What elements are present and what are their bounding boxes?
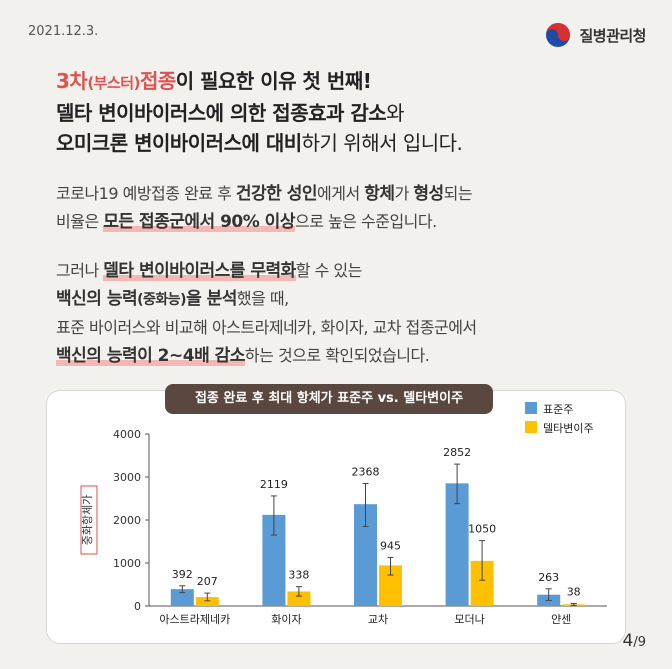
y-tick-label: 1000 [113, 557, 141, 570]
data-label: 2852 [443, 446, 471, 459]
x-tick-label: 아스트라제네카 [159, 613, 230, 626]
page-total: /9 [633, 635, 646, 650]
bar-standard [354, 504, 377, 606]
p1-bold-over-90: 모든 접종군에서 90% 이상 [103, 212, 295, 232]
p2-text-d: 했을 때, [236, 289, 289, 308]
page-current: 4 [622, 631, 634, 651]
headline-booster-a: 3차 [56, 69, 88, 93]
bar-delta [195, 597, 219, 606]
x-tick-label: 모더나 [454, 613, 484, 626]
taegeuk-icon [546, 23, 571, 47]
y-tick-label: 4000 [113, 428, 141, 441]
data-label: 1050 [468, 523, 496, 536]
headline-line-2-bold: 델타 변이바이러스에 의한 접종효과 감소 [56, 101, 387, 125]
data-label: 38 [567, 585, 581, 598]
legend-swatch [525, 421, 537, 433]
p1-text-c: 에게서 [317, 184, 365, 203]
data-label: 2119 [260, 478, 288, 491]
x-tick-label: 화이자 [271, 613, 301, 626]
p2-bold-analysis: 을 분석 [186, 289, 237, 309]
page-indicator: 4/9 [623, 631, 646, 651]
y-axis-label: 중화항체가 [81, 495, 94, 546]
p2-bold-neutralization: (중화능) [137, 292, 187, 308]
data-label: 263 [538, 571, 559, 584]
antibody-bar-chart: 0 1000 2000 3000 4000 중화항체가 392 207 아스트라제네카 2119 3… [80, 402, 607, 626]
data-label: 392 [172, 568, 193, 581]
headline-booster-paren: (부스터) [87, 74, 140, 92]
p2-bold-decrease: 백신의 능력이 2~4배 감소 [56, 346, 245, 366]
headline-line-1: 3차(부스터)접종이 필요한 이유 첫 번째! [56, 66, 462, 98]
headline-line-2-rest: 와 [386, 101, 405, 125]
p1-text-a: 코로나19 예방접종 완료 후 [56, 184, 236, 203]
p1-text-f: 비율은 [56, 212, 104, 231]
headline: 3차(부스터)접종이 필요한 이유 첫 번째! 델타 변이바이러스에 의한 접종… [56, 66, 463, 158]
legend-swatch [525, 402, 537, 414]
y-axis-label-box [80, 485, 98, 555]
p1-bold-formation: 형성 [413, 184, 444, 204]
headline-line-3: 오미크론 변이바이러스에 대비하기 위해서 입니다. [56, 128, 463, 158]
headline-booster-b: 접종 [139, 69, 176, 93]
p2-bold-vaccine-ability: 백신의 능력 [56, 289, 138, 309]
paragraph-antibody-rate: 코로나19 예방접종 완료 후 건강한 성인에게서 항체가 형성되는 비율은 모… [56, 180, 473, 236]
p2-text-a: 그러나 [56, 261, 104, 280]
x-tick-label: 얀센 [551, 612, 571, 626]
bar-delta [287, 591, 311, 606]
data-label: 2368 [352, 465, 380, 478]
date-label: 2021.12.3. [28, 24, 99, 39]
chart-container: 접종 완료 후 최대 항체가 표준주 vs. 델타변이주 0 1000 2000 30… [46, 384, 626, 644]
data-label: 945 [380, 539, 401, 552]
p1-text-e: 되는 [443, 184, 473, 203]
p2-bold-delta: 델타 변이바이러스를 무력화 [103, 261, 296, 281]
chart-title: 접종 완료 후 최대 항체가 표준주 vs. 델타변이주 [165, 384, 493, 414]
headline-line-3-rest: 하기 위해서 입니다. [301, 131, 463, 155]
bar-standard [170, 589, 194, 606]
data-label: 338 [288, 569, 309, 582]
p1-bold-antibody: 항체 [364, 184, 395, 204]
agency-name: 질병관리청 [579, 26, 646, 45]
y-tick-label: 0 [134, 600, 141, 613]
legend-label: 델타변이주 [543, 422, 594, 435]
headline-line-1-rest: 이 필요한 이유 첫 번째! [175, 69, 372, 93]
data-label: 207 [197, 575, 218, 588]
y-tick-label: 3000 [113, 471, 141, 484]
headline-line-3-bold: 오미크론 변이바이러스에 대비 [56, 131, 302, 155]
bar-delta [470, 560, 494, 606]
legend-label: 표준주 [543, 403, 573, 416]
p1-bold-healthy-adults: 건강한 성인 [235, 184, 318, 204]
bar-standard [445, 483, 469, 606]
p2-text-f: 하는 것으로 확인되었습니다. [244, 346, 430, 365]
paragraph-delta-neutralization: 그러나 델타 변이바이러스를 무력화할 수 있는 백신의 능력(중화능)을 분석… [56, 257, 477, 370]
y-tick-label: 2000 [113, 514, 141, 527]
bar-standard [262, 514, 286, 606]
p2-text-c: 할 수 있는 [295, 261, 363, 280]
bar-delta [379, 565, 402, 606]
x-tick-label: 교차 [368, 613, 388, 626]
p2-text-e: 표준 바이러스와 비교해 아스트라제네카, 화이자, 교차 접종군에서 [56, 318, 477, 337]
headline-line-2: 델타 변이바이러스에 의한 접종효과 감소와 [56, 98, 462, 128]
p1-text-g: 으로 높은 수준입니다. [294, 212, 437, 231]
agency-logo: 질병관리청 [545, 22, 646, 48]
p1-text-d: 가 [394, 184, 414, 203]
